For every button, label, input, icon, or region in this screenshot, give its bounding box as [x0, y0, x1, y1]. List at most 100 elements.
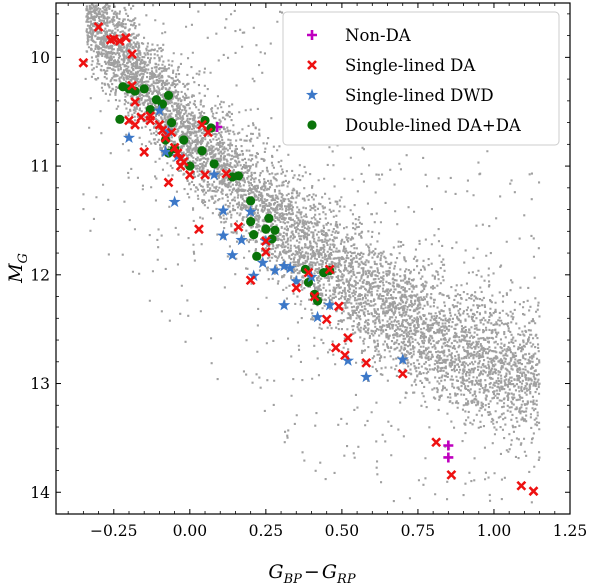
x-tick-label: 1.25	[553, 522, 588, 540]
point-double-lined-da-da	[261, 224, 271, 234]
point-single-lined-da	[233, 222, 244, 232]
point-single-lined-da	[197, 119, 207, 130]
series-layer	[78, 21, 539, 497]
point-single-lined-da	[127, 80, 137, 91]
point-single-lined-dwd	[235, 233, 248, 246]
legend-item-single-lined-dwd: Single-lined DWD	[305, 86, 494, 105]
point-double-lined-da-da	[145, 104, 155, 115]
point-double-lined-da-da	[115, 114, 125, 124]
legend-item-double-lined-da-da: Double-lined DA+DA	[307, 116, 522, 135]
point-single-lined-da	[431, 437, 442, 448]
point-double-lined-da-da	[209, 159, 219, 169]
point-single-lined-dwd	[244, 205, 257, 217]
point-single-lined-da	[324, 264, 335, 275]
legend-marker-single-lined-dwd	[305, 88, 319, 101]
legend-label: Single-lined DA	[345, 56, 476, 75]
point-double-lined-da-da	[249, 229, 259, 240]
point-single-lined-da	[528, 486, 539, 497]
point-single-lined-dwd	[159, 145, 172, 158]
legend-marker-non-da	[307, 30, 317, 40]
point-single-lined-da	[157, 125, 168, 136]
point-single-lined-da	[303, 267, 314, 278]
point-single-lined-da	[108, 33, 119, 44]
point-single-lined-dwd	[168, 195, 181, 208]
point-single-lined-dwd	[323, 298, 336, 311]
point-single-lined-da	[260, 247, 271, 257]
y-tick-label: 10	[30, 49, 50, 67]
point-double-lined-da-da	[130, 86, 140, 96]
legend-item-non-da: Non-DA	[307, 26, 412, 45]
point-single-lined-da	[446, 469, 457, 480]
point-double-lined-da-da	[160, 135, 171, 145]
point-single-lined-da	[343, 332, 353, 343]
point-single-lined-da	[163, 177, 174, 188]
point-single-lined-da	[121, 32, 131, 43]
point-single-lined-dwd	[284, 261, 297, 274]
point-single-lined-da	[175, 161, 186, 172]
legend-marker-double-lined-da-da	[307, 120, 317, 130]
point-double-lined-da-da	[163, 90, 174, 101]
point-single-lined-da	[200, 169, 210, 180]
plot-frame	[55, 2, 571, 515]
point-double-lined-da-da	[139, 84, 149, 94]
point-single-lined-dwd	[360, 370, 373, 383]
x-tick-label: 1.00	[477, 522, 512, 540]
legend-marker-single-lined-da	[307, 60, 317, 70]
point-single-lined-da	[330, 342, 341, 353]
point-single-lined-dwd	[268, 264, 282, 276]
point-double-lined-da-da	[267, 234, 277, 244]
series-single-lined-da	[78, 21, 539, 497]
point-single-lined-da	[333, 301, 344, 312]
point-double-lined-da-da	[179, 135, 189, 145]
point-non-da	[443, 440, 454, 451]
legend-label: Non-DA	[345, 26, 412, 45]
point-single-lined-da	[139, 147, 150, 157]
point-double-lined-da-da	[233, 171, 244, 181]
point-double-lined-da-da	[303, 277, 314, 288]
point-double-lined-da-da	[270, 225, 280, 235]
point-single-lined-da	[130, 97, 140, 107]
point-single-lined-da	[361, 357, 372, 368]
x-axis-title: GBP − GRP	[268, 561, 355, 586]
x-tick-label: 0.25	[249, 522, 284, 540]
point-single-lined-dwd	[278, 298, 291, 311]
point-single-lined-dwd	[122, 131, 136, 143]
point-single-lined-da	[130, 119, 140, 130]
legend: Non-DA Single-lined DA Single-lined DWD Dou…	[282, 11, 560, 146]
point-single-lined-dwd	[217, 229, 230, 241]
point-double-lined-da-da	[166, 117, 177, 128]
point-single-lined-da	[397, 368, 408, 379]
point-single-lined-da	[516, 480, 527, 491]
point-single-lined-dwd	[311, 310, 324, 323]
point-single-lined-da	[136, 112, 147, 123]
point-single-lined-da	[340, 350, 350, 361]
point-single-lined-da	[166, 127, 177, 138]
point-single-lined-da	[127, 49, 137, 60]
point-single-lined-da	[203, 127, 213, 138]
point-single-lined-da	[291, 282, 302, 293]
y-tick-label: 13	[30, 375, 50, 393]
point-single-lined-dwd	[396, 353, 409, 365]
y-tick-label: 14	[30, 484, 50, 502]
point-single-lined-da	[93, 21, 104, 32]
point-single-lined-dwd	[153, 104, 166, 116]
point-single-lined-dwd	[208, 168, 221, 180]
background-sequence-layer	[82, 3, 541, 504]
point-single-lined-da	[154, 119, 165, 130]
point-single-lined-dwd	[256, 256, 269, 269]
point-double-lined-da-da	[264, 213, 274, 223]
point-single-lined-da	[309, 291, 320, 302]
x-tick-label: −0.25	[90, 522, 138, 540]
point-single-lined-da	[245, 275, 256, 286]
point-single-lined-da	[184, 169, 195, 180]
point-single-lined-da	[114, 36, 125, 46]
point-single-lined-da	[78, 57, 89, 68]
point-single-lined-da	[321, 314, 332, 325]
point-single-lined-dwd	[226, 248, 239, 261]
point-single-lined-dwd	[217, 204, 230, 216]
x-tick-label: 0.75	[401, 522, 436, 540]
point-single-lined-da	[145, 115, 156, 126]
x-tick-label: 0.50	[325, 522, 360, 540]
point-single-lined-da	[172, 148, 183, 158]
